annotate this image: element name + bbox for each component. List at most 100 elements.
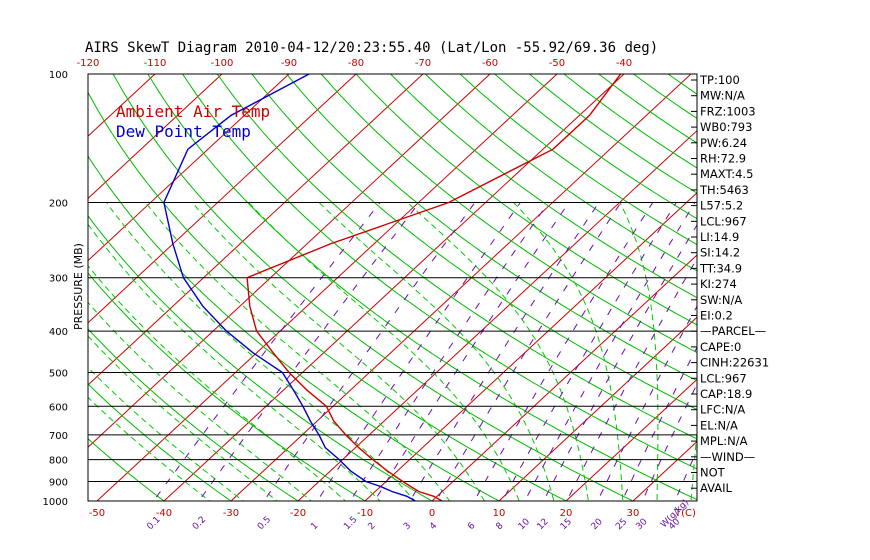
grid-lines bbox=[88, 65, 870, 511]
pressure-tick-label: 800 bbox=[49, 456, 68, 467]
stability-index-item: CAPE:0 bbox=[700, 340, 741, 354]
isotherm-line bbox=[96, 74, 558, 501]
bottom-temp-tick-label: -30 bbox=[223, 508, 239, 519]
stability-index-item: EI:0.2 bbox=[700, 309, 733, 323]
isotherm-line bbox=[767, 74, 870, 501]
dry-adiabat-line bbox=[389, 74, 697, 299]
stability-index-item: LFC:N/A bbox=[700, 403, 745, 417]
top-temp-tick-label: -60 bbox=[482, 58, 498, 69]
top-temp-tick-label: -70 bbox=[415, 58, 431, 69]
mixing-ratio-label: 10 bbox=[517, 517, 532, 532]
stability-index-item: MAXT:4.5 bbox=[700, 167, 753, 181]
moist-adiabat-line bbox=[145, 202, 451, 501]
legend-dew-point: Dew Point Temp bbox=[116, 122, 251, 141]
mixing-ratio-line bbox=[349, 202, 549, 501]
top-temp-tick-label: -90 bbox=[281, 58, 297, 69]
pressure-tick-label: 500 bbox=[49, 368, 68, 379]
dry-adiabat-line bbox=[88, 328, 299, 501]
pressure-tick-label: 700 bbox=[49, 431, 68, 442]
stability-index-item: EL:N/A bbox=[700, 418, 738, 432]
pressure-tick-label: 1000 bbox=[43, 497, 68, 508]
stability-index-item: WB0:793 bbox=[700, 120, 752, 134]
stability-index-item: PW:6.24 bbox=[700, 136, 747, 150]
stability-index-item: TT:34.9 bbox=[699, 261, 742, 275]
top-temp-tick-label: -50 bbox=[549, 58, 565, 69]
top-temp-tick-label: -80 bbox=[348, 58, 364, 69]
isotherm-line bbox=[88, 74, 223, 200]
moist-adiabat-line bbox=[248, 202, 520, 501]
bottom-temp-tick-label: -20 bbox=[290, 508, 306, 519]
dry-adiabat-line bbox=[88, 155, 501, 501]
bottom-temp-tick-label: -10 bbox=[357, 508, 373, 519]
moist-adiabat-lines bbox=[88, 202, 697, 501]
mixing-ratio-label: 1 bbox=[309, 521, 320, 532]
stability-index-item: KI:274 bbox=[700, 277, 737, 291]
isotherm-line bbox=[88, 74, 357, 324]
stability-index-item: —PARCEL— bbox=[700, 324, 766, 338]
top-temp-tick-label: -100 bbox=[211, 58, 234, 69]
isotherm-line bbox=[88, 74, 290, 262]
dry-adiabat-line bbox=[285, 74, 697, 382]
isotherm-line bbox=[364, 192, 697, 501]
mixing-ratio-line bbox=[473, 202, 654, 501]
dry-adiabat-line bbox=[355, 74, 697, 326]
isotherm-line bbox=[431, 254, 697, 501]
dry-adiabat-line bbox=[88, 438, 165, 501]
pressure-tick-label: 200 bbox=[49, 199, 68, 210]
mixing-ratio-label: 30 bbox=[634, 517, 649, 532]
dry-adiabat-line bbox=[667, 74, 697, 95]
stability-index-item: LCL:967 bbox=[700, 371, 747, 385]
mixing-ratio-line bbox=[373, 202, 570, 501]
moist-adiabat-line bbox=[88, 301, 312, 501]
mixing-ratio-line bbox=[409, 202, 600, 501]
mixing-ratio-line bbox=[263, 202, 476, 501]
mixing-ratio-line bbox=[198, 202, 420, 501]
air-temp-line bbox=[246, 74, 622, 501]
moist-adiabat-line bbox=[513, 202, 624, 501]
moist-adiabat-line bbox=[88, 264, 347, 501]
pressure-tick-label: 600 bbox=[49, 402, 68, 413]
dry-adiabat-line bbox=[792, 65, 870, 511]
stability-index-item: MPL:N/A bbox=[700, 434, 748, 448]
dry-adiabat-line bbox=[758, 65, 870, 511]
dry-adiabat-line bbox=[88, 91, 568, 501]
mixing-ratio-label: 3 bbox=[402, 521, 413, 532]
isotherm-line bbox=[498, 316, 697, 501]
mixing-ratio-label: 12 bbox=[536, 517, 551, 532]
bottom-temp-tick-label: 20 bbox=[560, 508, 573, 519]
stability-index-item: NOT bbox=[700, 466, 726, 480]
dry-adiabat-line bbox=[216, 74, 697, 440]
top-temp-tick-label: -120 bbox=[77, 58, 100, 69]
legend-air-temp: Ambient Air Temp bbox=[116, 102, 270, 121]
mixing-ratio-label: 2 bbox=[367, 521, 378, 532]
pressure-tick-label: 900 bbox=[49, 477, 68, 488]
mixing-ratio-label: 15 bbox=[559, 517, 574, 532]
mixing-ratio-lines bbox=[152, 202, 697, 501]
stability-index-item: LI:14.9 bbox=[700, 230, 739, 244]
mixing-ratio-line bbox=[316, 202, 521, 501]
isotherm-line bbox=[88, 74, 491, 448]
plot-frame bbox=[87, 73, 698, 502]
axes bbox=[87, 73, 698, 502]
moist-adiabat-line bbox=[88, 223, 381, 501]
stability-index-item: CAP:18.9 bbox=[700, 387, 752, 401]
moist-adiabat-line bbox=[318, 202, 555, 501]
mixing-ratio-label: 25 bbox=[614, 517, 629, 532]
pressure-tick-label: 400 bbox=[49, 327, 68, 338]
stability-index-item: LCL:967 bbox=[700, 214, 747, 228]
moist-adiabat-line bbox=[88, 396, 211, 501]
stability-index-item: L57:5.2 bbox=[700, 199, 743, 213]
mixing-ratio-label: 6 bbox=[466, 521, 477, 532]
dry-adiabat-line bbox=[493, 74, 697, 220]
isotherm-line bbox=[230, 74, 692, 501]
stability-index-item: CINH:22631 bbox=[700, 356, 769, 370]
isotherm-line bbox=[565, 378, 697, 501]
top-temp-tick-label: -110 bbox=[144, 58, 167, 69]
dry-adiabat-line bbox=[424, 74, 697, 272]
bottom-temp-tick-label: -50 bbox=[89, 508, 105, 519]
dry-adiabat-line bbox=[251, 74, 697, 411]
dry-adiabat-line bbox=[459, 74, 697, 246]
isotherm-line bbox=[163, 74, 625, 501]
